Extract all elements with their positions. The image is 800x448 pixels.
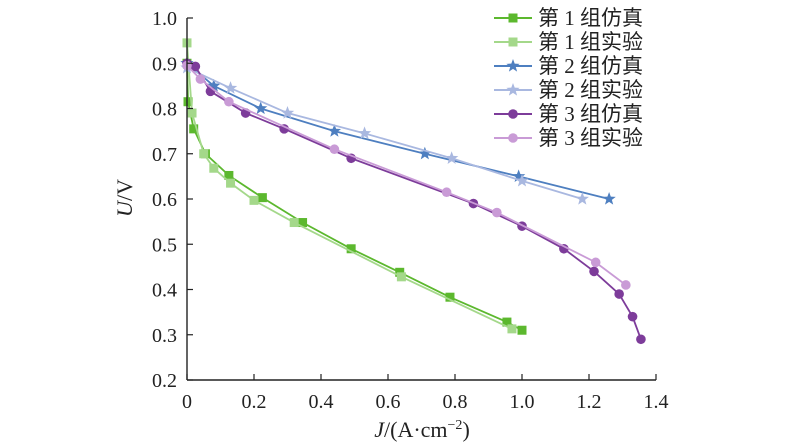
- square-marker: [249, 195, 259, 205]
- square-marker: [289, 218, 299, 228]
- square-marker: [226, 178, 236, 188]
- series-2: [182, 38, 517, 334]
- y-tick-label: 0.8: [152, 99, 177, 121]
- square-marker: [502, 317, 512, 327]
- square-marker: [209, 163, 219, 173]
- legend-item: 第 2 组实验: [494, 78, 643, 102]
- x-tick-label: 0.4: [309, 391, 334, 413]
- circle-marker: [508, 109, 518, 119]
- square-marker: [183, 97, 193, 107]
- star-marker: [506, 83, 520, 96]
- series-line: [186, 42, 513, 330]
- legend-item: 第 3 组仿真: [494, 102, 643, 126]
- star-marker: [515, 173, 529, 187]
- x-tick-label: 1.0: [510, 391, 535, 413]
- legend-label: 第 1 组仿真: [538, 6, 643, 30]
- series-6: [182, 60, 631, 290]
- series-line: [186, 63, 523, 332]
- star-marker: [511, 169, 526, 183]
- y-axis-title: U/V: [112, 179, 137, 217]
- x-tick-label: 0.6: [376, 391, 401, 413]
- circle-marker: [492, 207, 502, 218]
- circle-marker: [614, 289, 624, 299]
- star-marker: [418, 146, 432, 160]
- square-marker: [199, 149, 209, 159]
- square-marker: [508, 13, 518, 23]
- star-marker: [506, 59, 520, 72]
- y-tick-label: 0.5: [152, 234, 177, 256]
- y-tick-label: 1.0: [152, 8, 177, 30]
- star-marker: [223, 81, 238, 94]
- x-tick-label: 1.2: [577, 391, 602, 413]
- x-tick-label: 0.8: [443, 391, 468, 413]
- star-marker: [575, 192, 589, 205]
- square-marker: [517, 325, 527, 335]
- circle-marker: [636, 334, 646, 345]
- y-tick-label: 0.3: [152, 325, 177, 347]
- square-marker: [395, 267, 405, 277]
- circle-marker: [224, 96, 234, 107]
- series-line: [186, 64, 627, 286]
- circle-marker: [589, 266, 599, 277]
- legend-item: 第 1 组仿真: [494, 6, 643, 30]
- legend-label: 第 2 组仿真: [538, 54, 643, 78]
- star-marker: [357, 126, 372, 140]
- square-marker: [298, 218, 308, 228]
- square-marker: [396, 272, 406, 282]
- plot-series-group: [180, 38, 646, 345]
- circle-marker: [621, 280, 631, 290]
- legend-label: 第 3 组实验: [538, 126, 643, 150]
- y-tick-label: 0.6: [152, 189, 177, 211]
- y-tick-label: 0.2: [152, 370, 177, 392]
- square-marker: [224, 170, 234, 180]
- square-marker: [445, 292, 455, 302]
- circle-marker: [559, 243, 569, 254]
- circle-marker: [195, 74, 206, 84]
- circle-marker: [190, 61, 201, 72]
- square-marker: [189, 124, 199, 134]
- axes-group: 0 0.2 0.4 0.6 0.8 1.0 1.2 1.40.20.30.40.50.60.7…: [152, 8, 669, 413]
- legend-label: 第 1 组实验: [538, 30, 643, 54]
- square-marker: [187, 108, 197, 118]
- square-marker: [257, 193, 267, 203]
- star-marker: [602, 192, 616, 205]
- legend-item: 第 3 组实验: [494, 126, 643, 150]
- star-marker: [444, 151, 459, 164]
- legend-label: 第 2 组实验: [538, 78, 643, 102]
- circle-marker: [590, 257, 601, 268]
- square-marker: [507, 324, 517, 334]
- circle-marker: [329, 144, 340, 155]
- y-tick-label: 0.7: [152, 144, 177, 166]
- x-tick-label: 1.4: [644, 391, 669, 413]
- legend-item: 第 2 组仿真: [494, 54, 643, 78]
- legend-item: 第 1 组实验: [494, 30, 643, 54]
- star-marker: [254, 101, 268, 115]
- circle-marker: [508, 133, 518, 143]
- star-marker: [327, 124, 342, 137]
- circle-marker: [441, 187, 452, 198]
- circle-marker: [627, 311, 638, 322]
- square-marker: [508, 37, 518, 47]
- x-tick-label: 0: [182, 391, 192, 413]
- x-axis-title: J/(A·cm−2): [374, 417, 470, 442]
- y-tick-label: 0.4: [152, 280, 177, 302]
- series-1: [182, 58, 527, 335]
- x-tick-label: 0.2: [242, 391, 267, 413]
- y-tick-label: 0.9: [152, 53, 177, 75]
- star-marker: [207, 78, 221, 92]
- legend-label: 第 3 组仿真: [538, 102, 643, 126]
- square-marker: [346, 244, 356, 254]
- star-marker: [280, 106, 295, 119]
